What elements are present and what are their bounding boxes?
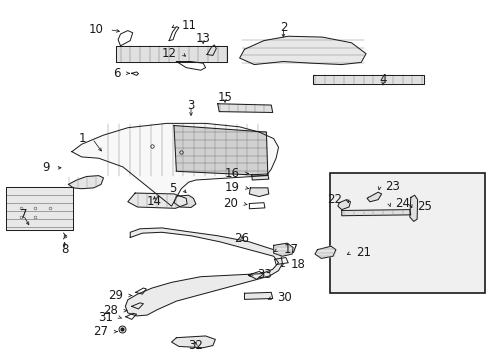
Text: 32: 32 [188,339,203,352]
Text: 17: 17 [283,243,298,256]
Text: 26: 26 [234,232,249,245]
Text: 12: 12 [161,47,176,60]
Polygon shape [409,195,417,221]
Text: 22: 22 [326,193,341,206]
Text: 20: 20 [223,198,238,211]
Text: 14: 14 [147,195,162,208]
Text: 8: 8 [61,243,68,256]
Polygon shape [125,228,282,316]
Text: 19: 19 [224,181,239,194]
Text: 13: 13 [195,32,210,45]
Text: 29: 29 [108,289,122,302]
Text: 23: 23 [385,180,400,193]
Polygon shape [239,36,366,64]
Text: 28: 28 [103,304,118,317]
Polygon shape [6,186,73,230]
Polygon shape [273,243,292,256]
Text: 25: 25 [416,200,431,213]
Polygon shape [68,176,103,189]
Text: 4: 4 [379,73,386,86]
Text: 1: 1 [79,132,86,145]
Polygon shape [249,188,268,197]
Text: 6: 6 [113,67,120,80]
Text: 9: 9 [42,161,50,174]
Polygon shape [366,192,381,202]
Polygon shape [116,46,227,62]
Polygon shape [72,123,278,206]
Text: 11: 11 [181,19,196,32]
Text: 10: 10 [88,23,103,36]
Polygon shape [127,193,187,208]
Text: 31: 31 [98,311,113,324]
Polygon shape [217,104,272,112]
Text: 2: 2 [279,21,286,34]
Polygon shape [251,174,268,180]
Text: 18: 18 [290,258,305,271]
Polygon shape [174,195,196,207]
Text: 24: 24 [394,198,409,211]
Text: 16: 16 [224,167,239,180]
Text: 5: 5 [169,182,176,195]
Polygon shape [337,199,350,210]
Polygon shape [314,246,335,258]
Text: 27: 27 [93,325,108,338]
Bar [329,174,484,293]
Text: 33: 33 [257,269,272,282]
Text: 30: 30 [277,291,292,304]
Polygon shape [174,126,267,176]
Polygon shape [312,76,424,84]
Text: 15: 15 [217,91,232,104]
Polygon shape [341,210,410,216]
Text: 3: 3 [187,99,194,112]
Text: 21: 21 [356,246,370,259]
Polygon shape [171,336,215,348]
Polygon shape [244,292,272,300]
Text: 7: 7 [20,208,27,221]
